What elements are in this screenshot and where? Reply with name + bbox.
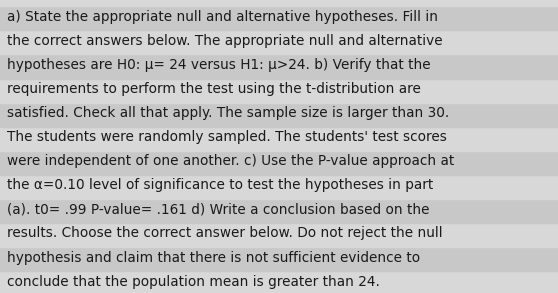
- Text: (a). t0= .99 P-value= .161 d) Write a conclusion based on the: (a). t0= .99 P-value= .161 d) Write a co…: [7, 202, 430, 217]
- Bar: [0, 223, 558, 247]
- Bar: [0, 30, 558, 54]
- Bar: [0, 6, 558, 30]
- Text: hypothesis and claim that there is not sufficient evidence to: hypothesis and claim that there is not s…: [7, 251, 420, 265]
- Bar: [0, 247, 558, 271]
- Bar: [0, 103, 558, 127]
- Text: results. Choose the correct answer below. Do not reject the null: results. Choose the correct answer below…: [7, 226, 443, 241]
- Text: satisfied. Check all that apply. The sample size is larger than 30.: satisfied. Check all that apply. The sam…: [7, 106, 450, 120]
- Text: conclude that the population mean is greater than 24.: conclude that the population mean is gre…: [7, 275, 380, 289]
- Bar: [0, 271, 558, 293]
- Bar: [0, 175, 558, 199]
- Text: the correct answers below. The appropriate null and alternative: the correct answers below. The appropria…: [7, 34, 443, 48]
- Text: a) State the appropriate null and alternative hypotheses. Fill in: a) State the appropriate null and altern…: [7, 10, 438, 24]
- Bar: [0, 54, 558, 79]
- Text: were independent of one another. c) Use the P-value approach at: were independent of one another. c) Use …: [7, 154, 455, 168]
- Text: the α=0.10 level of significance to test the hypotheses in part: the α=0.10 level of significance to test…: [7, 178, 434, 193]
- Bar: [0, 199, 558, 223]
- Bar: [0, 0, 558, 6]
- Text: The students were randomly sampled. The students' test scores: The students were randomly sampled. The …: [7, 130, 447, 144]
- Text: hypotheses are H0: μ= 24 versus H1: μ>24. b) Verify that the: hypotheses are H0: μ= 24 versus H1: μ>24…: [7, 58, 431, 72]
- Bar: [0, 127, 558, 151]
- Text: requirements to perform the test using the t-distribution are: requirements to perform the test using t…: [7, 82, 421, 96]
- Bar: [0, 79, 558, 103]
- Bar: [0, 151, 558, 175]
